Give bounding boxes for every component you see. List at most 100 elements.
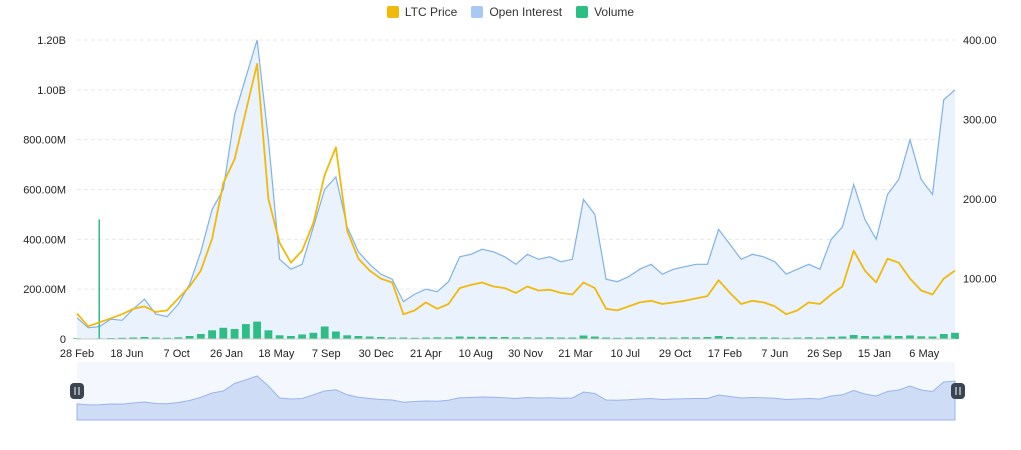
x-tick-label: 10 Jul [611, 348, 640, 360]
volume-bar [489, 337, 498, 339]
x-tick-label: 18 Jun [110, 348, 143, 360]
chart-legend: LTC Price Open Interest Volume [0, 4, 1021, 20]
volume-bar [793, 337, 802, 339]
volume-bar [264, 330, 273, 339]
x-tick-label: 28 Feb [60, 348, 94, 360]
legend-item-open-interest[interactable]: Open Interest [471, 4, 562, 20]
volume-bar [343, 335, 352, 339]
volume-bar [816, 337, 824, 339]
price-layer [76, 63, 956, 328]
volume-bar [545, 337, 554, 339]
legend-swatch-open-interest [471, 6, 484, 18]
y-left-tick-label: 1.00B [37, 85, 66, 97]
volume-bar [804, 337, 813, 339]
volume-bar [275, 335, 284, 339]
open-interest-area [77, 40, 955, 339]
volume-bar [354, 336, 363, 339]
navigator-handle-right[interactable] [951, 383, 965, 399]
volume-bar [140, 337, 149, 339]
volume-bar [129, 337, 138, 339]
open-interest-line [76, 39, 956, 329]
x-tick-label: 15 Jan [858, 348, 891, 360]
volume-bar [467, 336, 475, 339]
volume-bar [635, 337, 644, 339]
y-right-tick-label: 200.00 [963, 194, 997, 206]
y-right-tick-label: 100.00 [963, 274, 997, 286]
range-navigator[interactable] [70, 362, 965, 421]
legend-item-volume[interactable]: Volume [576, 4, 634, 20]
x-tick-label: 26 Sep [807, 348, 842, 360]
legend-swatch-price [386, 6, 399, 18]
y-right-tick-label: 400.00 [963, 35, 997, 47]
x-tick-label: 21 Apr [410, 348, 442, 360]
volume-bar [230, 329, 239, 339]
volume-bar [455, 336, 464, 339]
volume-bar [692, 337, 700, 339]
y-left-tick-label: 1.20B [37, 35, 66, 47]
legend-label-price: LTC Price [404, 5, 458, 19]
x-tick-label: 7 Sep [312, 348, 341, 360]
x-tick-label: 26 Jan [210, 348, 243, 360]
y-left-tick-label: 600.00M [23, 185, 66, 197]
volume-bar [196, 334, 205, 339]
x-tick-label: 30 Dec [359, 348, 394, 360]
x-tick-label: 21 Mar [558, 348, 593, 360]
volume-bar [917, 336, 926, 339]
volume-bar [894, 336, 903, 339]
volume-bar [534, 337, 543, 339]
x-tick-label: 29 Oct [659, 348, 691, 360]
volume-bar [658, 337, 667, 339]
volume-bar [242, 324, 250, 339]
volume-bar [422, 337, 430, 339]
x-tick-label: 7 Oct [164, 348, 190, 360]
x-tick-label: 10 Aug [459, 348, 493, 360]
volume-spike-bar [98, 219, 100, 339]
volume-bar [602, 337, 610, 339]
volume-bar [568, 337, 577, 339]
y-left-tick-label: 800.00M [23, 135, 66, 147]
navigator-series [76, 375, 956, 421]
volume-bar [782, 337, 791, 339]
volume-bar [557, 337, 565, 339]
legend-swatch-volume [576, 6, 589, 18]
navigator-handle-left[interactable] [70, 383, 84, 399]
volume-bar [849, 335, 858, 339]
volume-bar [669, 337, 678, 339]
volume-bar [714, 336, 723, 339]
volume-bar [951, 332, 959, 339]
volume-bar [928, 336, 937, 339]
volume-bar [624, 337, 633, 339]
volume-bar [681, 337, 689, 339]
volume-bar [771, 337, 779, 339]
legend-label-volume: Volume [594, 5, 635, 19]
price-line [76, 63, 956, 328]
volume-bar [377, 337, 385, 339]
y-left-tick-label: 0 [60, 334, 66, 346]
x-tick-label: 7 Jun [761, 348, 788, 360]
volume-bar [579, 335, 588, 339]
volume-bar [298, 334, 306, 339]
volume-bar [523, 337, 532, 339]
volume-bar [590, 336, 599, 339]
volume-bar [872, 336, 881, 339]
volume-bar [703, 337, 712, 339]
y-axis-left: 0 200.00M 400.00M 600.00M 800.00M 1.00B 1.20B [23, 35, 66, 346]
y-left-tick-label: 200.00M [23, 284, 66, 296]
volume-bar [253, 321, 261, 339]
volume-bar [287, 336, 295, 339]
legend-item-price[interactable]: LTC Price [386, 4, 458, 20]
volume-bar [737, 337, 745, 339]
legend-label-open-interest: Open Interest [489, 5, 563, 19]
volume-bar [185, 336, 194, 339]
volume-bar [861, 336, 869, 339]
x-tick-label: 30 Nov [508, 348, 543, 360]
volume-bar [613, 337, 622, 339]
volume-bar [478, 336, 487, 339]
open-interest-layer [76, 39, 956, 339]
volume-bar [512, 337, 520, 339]
volume-bar [433, 337, 442, 339]
volume-bar [388, 337, 397, 339]
volume-bar [174, 337, 183, 339]
volume-bar [320, 326, 329, 339]
y-axis-right: 100.00 200.00 300.00 400.00 [963, 35, 997, 286]
